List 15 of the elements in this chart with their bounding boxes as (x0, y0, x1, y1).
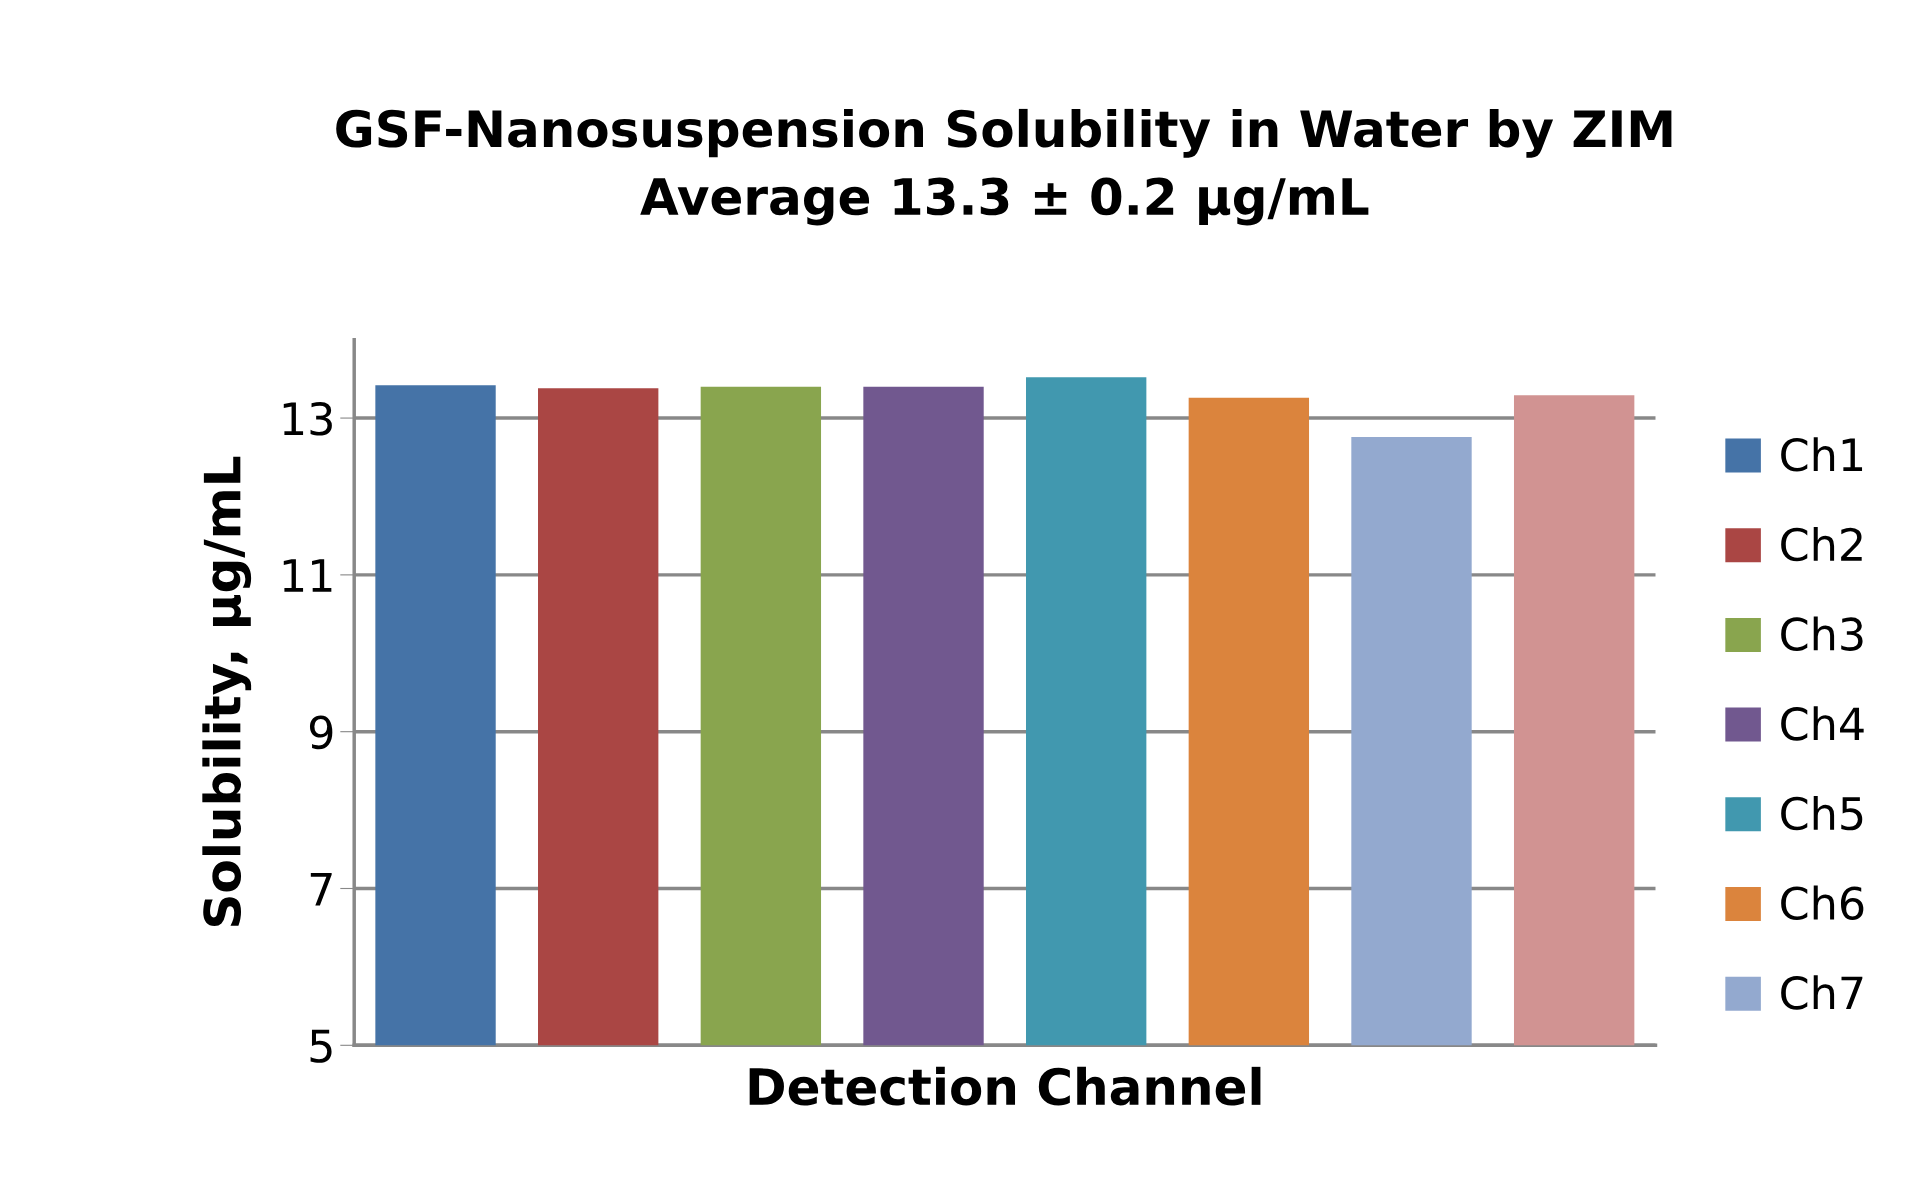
y-tick-label: 7 (310, 872, 332, 906)
y-tick-label: 9 (309, 715, 333, 750)
legend-label: Ch3 (1781, 616, 1863, 651)
legend-label: Ch4 (1781, 706, 1864, 741)
chart-title: GSF-Nanosuspension Solubility in Water by ZIM Average 13.3 ± 0.2 µg/mL (336, 108, 1672, 226)
y-tick-label: 11 (283, 559, 332, 592)
y-tick-label: 5 (310, 1029, 332, 1063)
legend-label: Ch6 (1781, 885, 1864, 921)
legend-label: Ch2 (1781, 526, 1862, 562)
legend-label: Ch1 (1781, 437, 1863, 472)
legend-label: Ch7 (1781, 975, 1863, 1010)
y-tick-label: 13 (283, 401, 332, 436)
legend-label: Ch5 (1781, 795, 1863, 831)
x-axis-title: Detection Channel (749, 1066, 1261, 1106)
y-axis-title: Solubility, µg/mL (202, 456, 252, 926)
